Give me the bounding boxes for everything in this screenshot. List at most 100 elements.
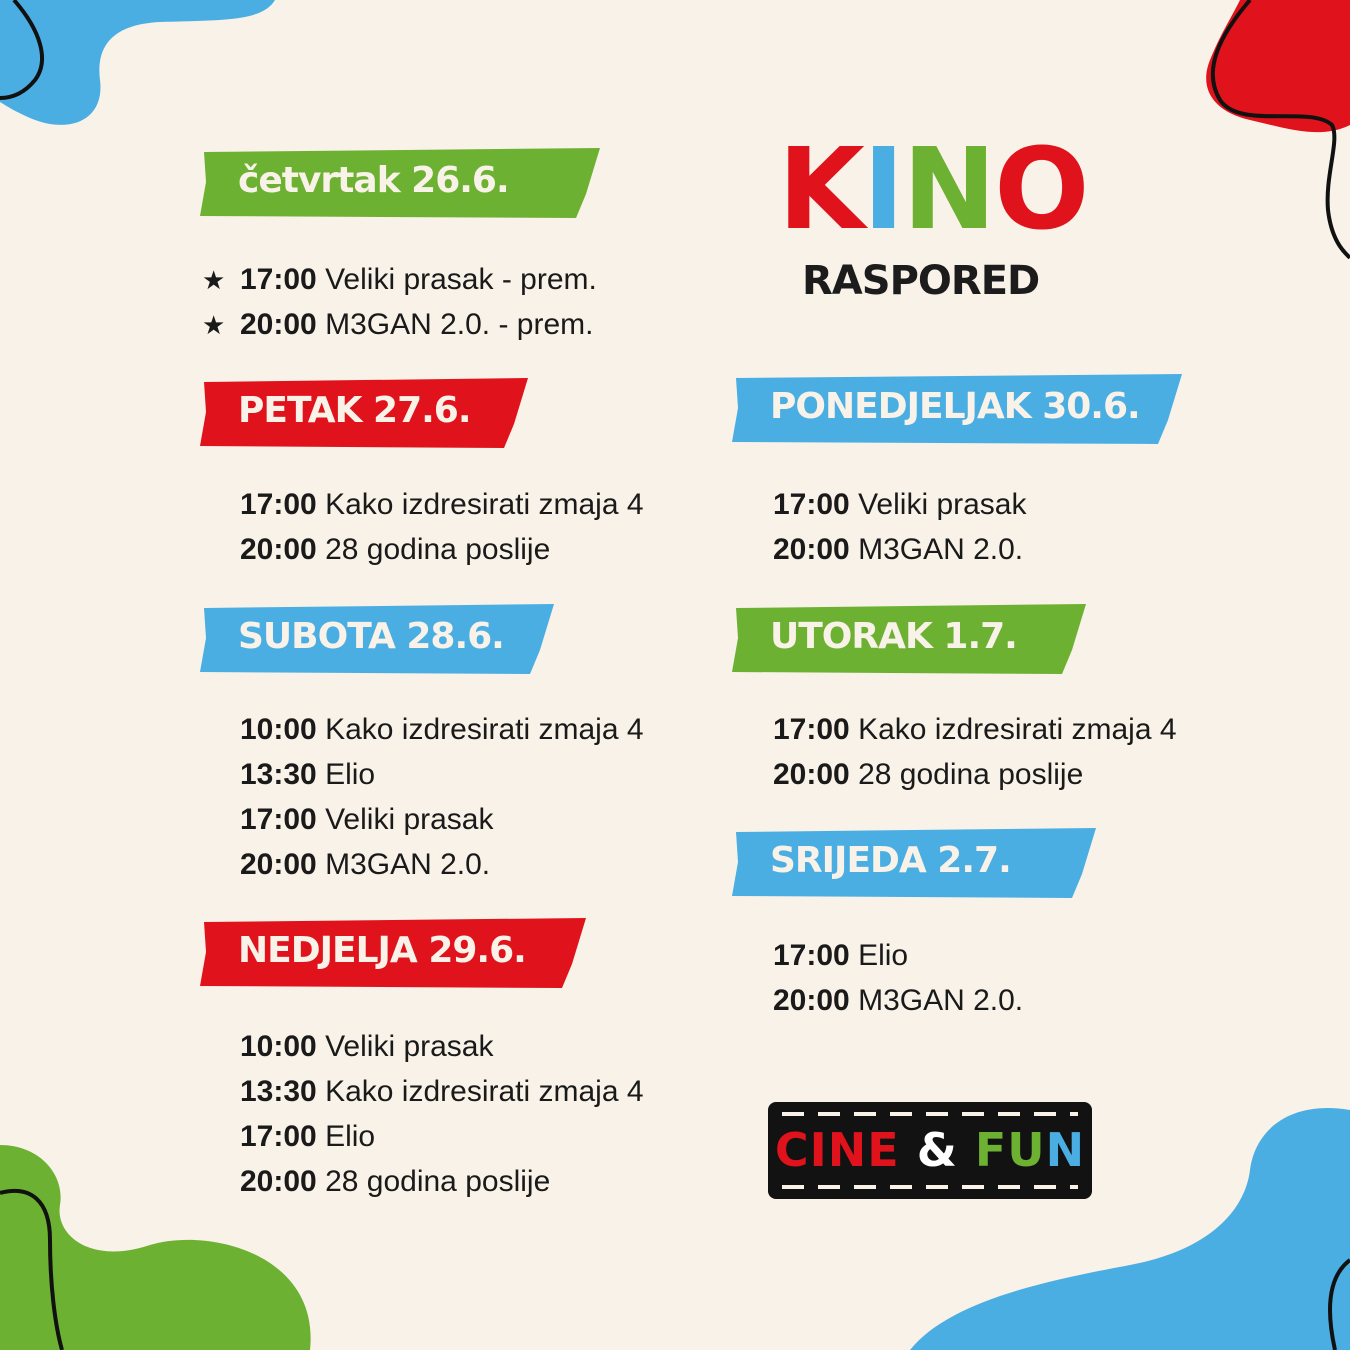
- show-time: 20:00: [773, 984, 850, 1017]
- logo-letter: [900, 1123, 917, 1177]
- day-banner: SRIJEDA 2.7.: [732, 826, 1098, 898]
- show-item: 17:00 Veliki prasak: [240, 797, 644, 842]
- show-title: Veliki prasak: [858, 488, 1027, 521]
- show-list: 17:00 Veliki prasak 20:00 M3GAN 2.0.: [773, 482, 1027, 572]
- kino-letter: O: [994, 125, 1089, 255]
- show-list: 10:00 Kako izdresirati zmaja 4 13:30 Elio…: [240, 707, 644, 887]
- kino-letter: I: [862, 125, 905, 255]
- logo-letter: [958, 1123, 975, 1177]
- show-title: M3GAN 2.0.: [858, 984, 1024, 1017]
- show-title: Kako izdresirati zmaja 4: [858, 713, 1177, 746]
- show-item: 13:30 Elio: [240, 752, 644, 797]
- blob-bottom-left-decoration: [0, 1145, 311, 1350]
- day-banner: UTORAK 1.7.: [732, 602, 1088, 674]
- banner-brush-shape: [200, 378, 528, 448]
- show-title: Veliki prasak - prem.: [325, 263, 597, 296]
- day-banner: PETAK 27.6.: [200, 376, 530, 448]
- logo-letter: U: [1007, 1123, 1046, 1177]
- blob-top-right-decoration: [1206, 0, 1350, 260]
- show-title: M3GAN 2.0. - prem.: [325, 308, 594, 341]
- kino-subtitle: RASPORED: [802, 258, 1040, 304]
- show-item: 20:00 28 godina poslije: [773, 752, 1177, 797]
- logo-letter: C: [774, 1123, 810, 1177]
- show-list: ★ 17:00 Veliki prasak - prem. ★ 20:00 M3GAN…: [202, 257, 597, 347]
- show-time: 13:30: [240, 1075, 317, 1108]
- banner-brush-shape: [732, 604, 1086, 674]
- show-list: 10:00 Veliki prasak 13:30 Kako izdresirat…: [240, 1024, 644, 1204]
- show-time: 17:00: [240, 803, 317, 836]
- show-time: 17:00: [240, 1120, 317, 1153]
- logo-letter: N: [1045, 1123, 1086, 1177]
- star-icon: ★: [202, 265, 226, 295]
- show-item: ★ 17:00 Veliki prasak - prem.: [202, 257, 597, 302]
- show-item: 20:00 28 godina poslije: [240, 1159, 644, 1204]
- show-title: Veliki prasak: [325, 803, 494, 836]
- film-perforation-bottom: [782, 1185, 1078, 1189]
- banner-brush-shape: [200, 918, 586, 988]
- cine-and-fun-logo: CINE & FUN: [768, 1102, 1092, 1199]
- day-banner: PONEDJELJAK 30.6.: [732, 372, 1184, 444]
- kino-title: KINO: [778, 134, 1089, 246]
- show-time: 20:00: [240, 308, 317, 341]
- show-time: 17:00: [773, 488, 850, 521]
- logo-letter: N: [827, 1123, 868, 1177]
- blob-top-left-decoration: [0, 0, 275, 125]
- day-banner: SUBOTA 28.6.: [200, 602, 556, 674]
- film-perforation-top: [782, 1112, 1078, 1116]
- show-item: 10:00 Veliki prasak: [240, 1024, 644, 1069]
- show-title: Elio: [325, 1120, 376, 1153]
- show-title: 28 godina poslije: [325, 533, 551, 566]
- show-title: Elio: [858, 939, 909, 972]
- show-time: 20:00: [240, 848, 317, 881]
- blob-bottom-right-decoration: [910, 1108, 1350, 1350]
- show-title: Kako izdresirati zmaja 4: [325, 1075, 644, 1108]
- logo-letter: E: [867, 1123, 900, 1177]
- show-time: 20:00: [240, 1165, 317, 1198]
- day-label: PETAK 27.6.: [238, 390, 472, 431]
- day-banner: četvrtak 26.6.: [200, 146, 602, 218]
- day-label: PONEDJELJAK 30.6.: [770, 386, 1141, 427]
- show-item: 17:00 Veliki prasak: [773, 482, 1027, 527]
- show-item: 13:30 Kako izdresirati zmaja 4: [240, 1069, 644, 1114]
- logo-letter: I: [809, 1123, 828, 1177]
- day-label: UTORAK 1.7.: [770, 616, 1018, 657]
- show-time: 17:00: [240, 488, 317, 521]
- show-title: M3GAN 2.0.: [325, 848, 491, 881]
- show-item: 17:00 Elio: [240, 1114, 644, 1159]
- show-title: Kako izdresirati zmaja 4: [325, 488, 644, 521]
- show-time: 17:00: [773, 939, 850, 972]
- show-list: 17:00 Elio 20:00 M3GAN 2.0.: [773, 933, 1023, 1023]
- logo-letter: F: [974, 1123, 1008, 1177]
- show-item: 20:00 M3GAN 2.0.: [773, 978, 1023, 1023]
- show-item: 17:00 Kako izdresirati zmaja 4: [240, 482, 644, 527]
- logo-text: CINE & FUN: [768, 1124, 1092, 1176]
- show-list: 17:00 Kako izdresirati zmaja 4 20:00 28 g…: [240, 482, 644, 572]
- show-title: Elio: [325, 758, 376, 791]
- show-time: 13:30: [240, 758, 317, 791]
- show-time: 10:00: [240, 713, 317, 746]
- show-time: 10:00: [240, 1030, 317, 1063]
- show-item: ★ 20:00 M3GAN 2.0. - prem.: [202, 302, 597, 347]
- show-item: 20:00 M3GAN 2.0.: [240, 842, 644, 887]
- show-title: Veliki prasak: [325, 1030, 494, 1063]
- show-item: 17:00 Kako izdresirati zmaja 4: [773, 707, 1177, 752]
- banner-brush-shape: [200, 148, 600, 218]
- kino-letter: N: [902, 125, 996, 255]
- banner-brush-shape: [732, 828, 1096, 898]
- day-label: SUBOTA 28.6.: [238, 616, 505, 657]
- show-title: 28 godina poslije: [858, 758, 1084, 791]
- show-item: 20:00 M3GAN 2.0.: [773, 527, 1027, 572]
- show-item: 20:00 28 godina poslije: [240, 527, 644, 572]
- kino-letter: K: [778, 125, 865, 255]
- show-title: Kako izdresirati zmaja 4: [325, 713, 644, 746]
- show-time: 20:00: [773, 533, 850, 566]
- show-time: 20:00: [240, 533, 317, 566]
- show-title: M3GAN 2.0.: [858, 533, 1024, 566]
- show-item: 10:00 Kako izdresirati zmaja 4: [240, 707, 644, 752]
- show-title: 28 godina poslije: [325, 1165, 551, 1198]
- day-label: četvrtak 26.6.: [238, 160, 510, 201]
- star-icon: ★: [202, 310, 226, 340]
- show-time: 17:00: [240, 263, 317, 296]
- banner-brush-shape: [732, 374, 1182, 444]
- banner-brush-shape: [200, 604, 554, 674]
